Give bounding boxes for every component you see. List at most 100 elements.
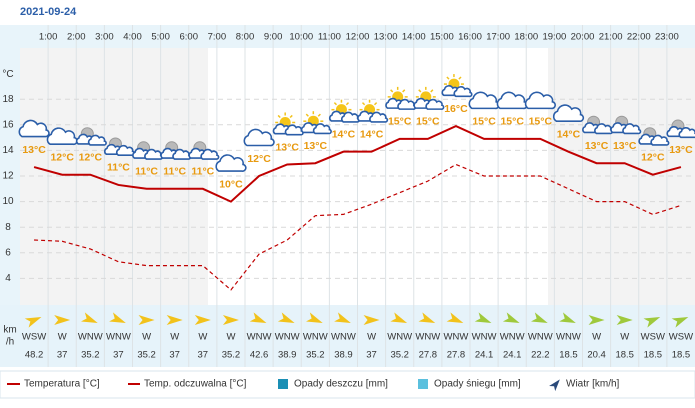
cloud [369,111,389,123]
wind-speed: 35.2 [81,350,100,361]
wind-speed: 38.9 [334,350,353,361]
hour-label: 4:00 [123,32,142,43]
hour-label: 13:00 [374,32,398,43]
wind-direction: WNW [78,332,103,343]
hour-label: 18:00 [514,32,538,43]
hour-label: 3:00 [95,32,114,43]
hour-label: 20:00 [571,32,595,43]
weather-icon [300,111,332,135]
y-tick-label: 10 [2,196,14,207]
wind-direction: W [142,332,151,343]
y-tick-label: 16 [2,119,14,130]
wind-direction: W [367,332,376,343]
sun-ray [333,102,338,106]
wind-arrow [109,312,126,324]
y-tick-label: 14 [2,145,14,156]
wind-speed: 18.5 [672,350,691,361]
wind-arrow [390,312,408,324]
weather-icon [18,119,50,138]
temperature-label: 15°C [416,116,440,128]
hour-label: 10:00 [289,32,313,43]
cloud [552,104,585,122]
weather-icon [160,141,192,160]
wind-unit: km [3,325,16,336]
temperature-label: 14°C [360,128,384,140]
wind-arrow [54,315,71,325]
legend-swatch [278,379,288,389]
temperature-label: 11°C [135,166,158,178]
y-tick-label: 12 [2,171,14,182]
weather-icon [215,154,247,172]
temperature-label: 11°C [107,162,130,174]
hour-label: 16:00 [458,32,482,43]
wind-speed: 27.8 [419,350,438,361]
temperature-label: 10°C [219,178,243,190]
weather-icon [441,74,473,98]
weather-icon [638,127,670,146]
temperature-label: 14°C [332,128,356,140]
wind-speed: 35.2 [137,350,156,361]
temperature-label: 12°C [641,152,665,164]
wind-direction: W [592,332,601,343]
temperature-label: 13°C [585,140,609,152]
weather-icon [272,112,304,136]
hour-label: 22:00 [627,32,651,43]
temperature-label: 11°C [163,166,186,178]
temperature-label: 15°C [529,116,553,128]
wind-arrow [446,312,464,324]
wind-direction: W [226,332,235,343]
temperature-label: 12°C [50,152,74,164]
wind-direction: WNW [500,332,525,343]
sun-ray [289,114,293,119]
wind-arrow [559,312,576,324]
legend-label: Temp. odczuwalna [°C] [144,379,247,390]
wind-direction: WNW [556,332,581,343]
wind-speed: 18.5 [644,350,663,361]
temperature-label: 13°C [275,141,299,153]
temperature-line [33,124,682,203]
wind-arrow [334,312,351,324]
legend-swatch [549,379,560,392]
wind-speed: 37 [198,350,209,361]
wind-direction: W [58,332,67,343]
cloud [622,123,642,135]
wind-speed: 37 [366,350,377,361]
hour-label: 17:00 [486,32,510,43]
legend-label: Temperatura [°C] [24,379,100,390]
weather-icon [243,128,275,147]
legend-label: Opady śniegu [mm] [434,379,521,390]
weather-icon [188,141,220,160]
wind-direction: WNW [415,332,440,343]
legend-box [0,370,695,399]
wind-speed: 24.1 [503,350,522,361]
y-tick-label: 8 [5,222,11,233]
cloud [312,123,332,135]
sun-ray [361,102,366,106]
wind-direction: W [170,332,179,343]
sun-ray [277,114,281,119]
hour-label: 9:00 [264,32,283,43]
axis-panel [0,25,20,367]
cloud [243,128,275,147]
wind-direction: WNW [387,332,412,343]
wind-direction: WNW [472,332,497,343]
wind-speed: 35.2 [306,350,325,361]
wind-speed: 22.2 [531,350,550,361]
wind-speed: 24.1 [475,350,494,361]
wind-arrow [24,316,42,328]
sun-ray [317,113,321,117]
weather-icon [103,137,136,157]
temperature-label: 13°C [613,140,637,152]
hour-label: 14:00 [402,32,426,43]
wind-arrow [418,312,436,324]
wind-arrow [671,316,689,328]
sun-ray [446,76,450,80]
hour-label: 7:00 [208,32,227,43]
weather-icon [582,115,614,135]
sun-ray [458,76,462,80]
wind-direction: W [620,332,629,343]
wind-speed: 37 [169,350,180,361]
sun-ray [345,102,350,106]
wind-direction: WNW [528,332,553,343]
